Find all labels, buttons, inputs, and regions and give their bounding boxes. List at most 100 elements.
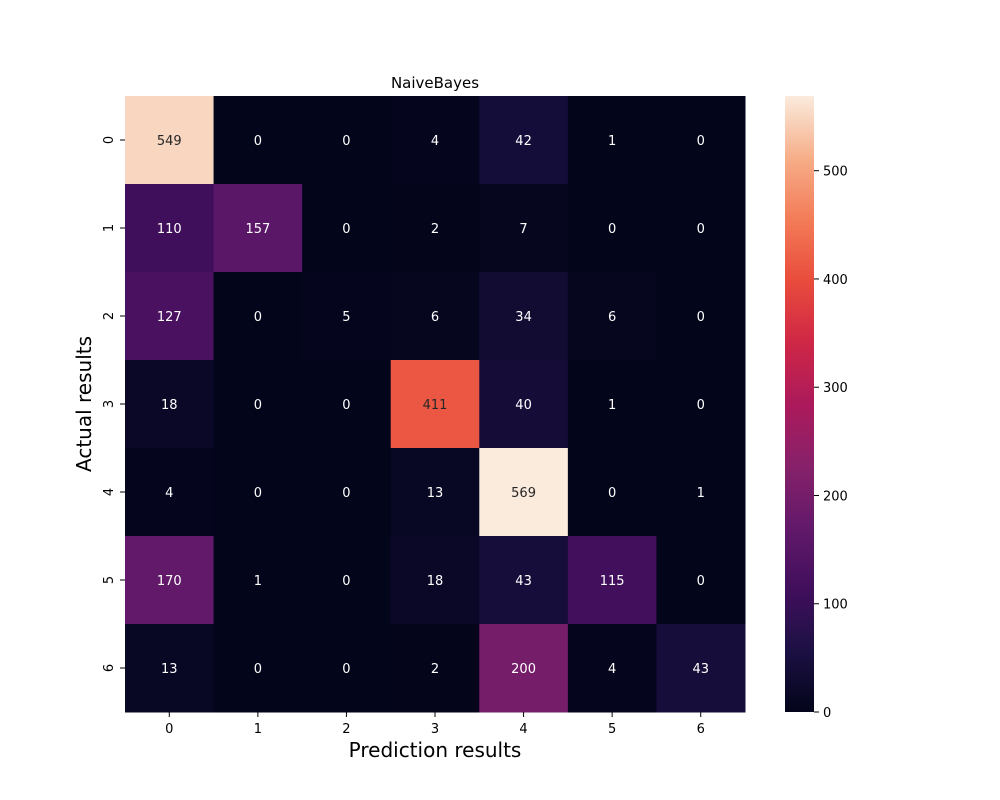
heatmap-cell — [479, 448, 569, 537]
heatmap-cell — [656, 272, 746, 361]
cell-value-label: 43 — [515, 574, 532, 589]
heatmap-cell — [302, 448, 392, 537]
heatmap-cell — [213, 96, 303, 185]
cell-value-label: 0 — [254, 486, 262, 501]
colorbar-tick-label: 0 — [823, 706, 831, 721]
heatmap-cell — [656, 536, 746, 625]
x-tick-label: 2 — [342, 722, 350, 737]
x-tick-label: 4 — [519, 722, 527, 737]
x-tick-label: 1 — [254, 722, 262, 737]
y-axis-label: Actual results — [72, 336, 96, 472]
y-axis-ticks: 0 1 2 3 4 5 6 — [102, 136, 125, 672]
cell-value-label: 4 — [431, 134, 439, 149]
cell-value-label: 40 — [515, 398, 532, 413]
x-tick-label: 0 — [165, 722, 173, 737]
cell-value-label: 1 — [697, 486, 705, 501]
cell-value-label: 4 — [165, 486, 173, 501]
cell-value-label: 549 — [157, 134, 182, 149]
cell-value-label: 0 — [254, 310, 262, 325]
x-tick-label: 5 — [608, 722, 616, 737]
heatmap-cell — [656, 448, 746, 537]
cell-value-label: 115 — [600, 574, 625, 589]
heatmap-cell — [390, 184, 480, 273]
heatmap-cell — [390, 624, 480, 713]
heatmap-cell — [479, 184, 569, 273]
cell-value-label: 0 — [254, 398, 262, 413]
heatmap-cell — [302, 536, 392, 625]
cell-value-label: 1 — [608, 398, 616, 413]
cell-value-label: 569 — [511, 486, 536, 501]
heatmap-cell — [567, 272, 657, 361]
cell-value-label: 110 — [157, 222, 182, 237]
heatmap-cell — [125, 184, 215, 273]
colorbar-tick-label: 400 — [823, 273, 848, 288]
y-tick-label: 2 — [102, 312, 117, 320]
cell-value-label: 0 — [697, 222, 705, 237]
heatmap-cell — [479, 536, 569, 625]
cell-value-label: 157 — [245, 222, 270, 237]
colorbar-ticks: 0 100 200 300 400 500 — [814, 165, 848, 721]
cell-value-label: 13 — [161, 662, 178, 677]
cell-value-label: 5 — [342, 310, 350, 325]
heatmap-cell — [656, 184, 746, 273]
cell-value-label: 7 — [519, 222, 527, 237]
colorbar-tick-label: 200 — [823, 489, 848, 504]
cell-value-label: 411 — [423, 398, 448, 413]
cell-value-label: 6 — [431, 310, 439, 325]
cell-value-label: 0 — [697, 134, 705, 149]
x-tick-label: 6 — [697, 722, 705, 737]
cell-value-label: 43 — [692, 662, 709, 677]
heatmap-cell — [656, 360, 746, 449]
y-tick-label: 3 — [102, 400, 117, 408]
cell-value-label: 1 — [608, 134, 616, 149]
cell-value-label: 0 — [697, 398, 705, 413]
cell-value-label: 18 — [161, 398, 178, 413]
colorbar — [785, 96, 814, 712]
heatmap-cell — [125, 536, 215, 625]
cell-value-label: 200 — [511, 662, 536, 677]
heatmap-cell — [213, 624, 303, 713]
cell-value-label: 34 — [515, 310, 532, 325]
heatmap-cell — [567, 536, 657, 625]
heatmap-cell — [479, 624, 569, 713]
heatmap-cell — [567, 96, 657, 185]
heatmap-cell — [302, 96, 392, 185]
cell-value-label: 0 — [608, 486, 616, 501]
cell-value-label: 0 — [342, 134, 350, 149]
heatmap-cell — [125, 272, 215, 361]
heatmap-cell — [567, 448, 657, 537]
heatmap-cell — [302, 624, 392, 713]
y-tick-label: 0 — [102, 136, 117, 144]
cell-value-label: 0 — [342, 574, 350, 589]
heatmap-cell — [390, 272, 480, 361]
heatmap-cell — [479, 360, 569, 449]
heatmap-cell — [302, 184, 392, 273]
x-axis-label: Prediction results — [349, 738, 522, 762]
heatmap-cell — [656, 96, 746, 185]
heatmap-cell — [125, 448, 215, 537]
cell-value-label: 13 — [427, 486, 444, 501]
heatmap-cell — [567, 184, 657, 273]
heatmap-cell — [125, 96, 215, 185]
colorbar-tick-label: 500 — [823, 165, 848, 180]
heatmap-cell — [390, 96, 480, 185]
heatmap-cell — [390, 448, 480, 537]
heatmap-cell — [125, 624, 215, 713]
heatmap-cell — [656, 624, 746, 713]
cell-value-label: 170 — [157, 574, 182, 589]
cell-value-label: 0 — [342, 398, 350, 413]
heatmap-cell — [213, 184, 303, 273]
cell-value-label: 0 — [342, 222, 350, 237]
cell-value-label: 1 — [254, 574, 262, 589]
cell-value-label: 42 — [515, 134, 532, 149]
heatmap-cell — [302, 360, 392, 449]
heatmap-cell — [567, 624, 657, 713]
y-tick-label: 4 — [102, 488, 117, 496]
heatmap-cell — [125, 360, 215, 449]
cell-value-label: 2 — [431, 222, 439, 237]
x-axis-ticks: 0 1 2 3 4 5 6 — [165, 712, 705, 737]
heatmap-cell — [213, 536, 303, 625]
cell-value-label: 0 — [697, 574, 705, 589]
